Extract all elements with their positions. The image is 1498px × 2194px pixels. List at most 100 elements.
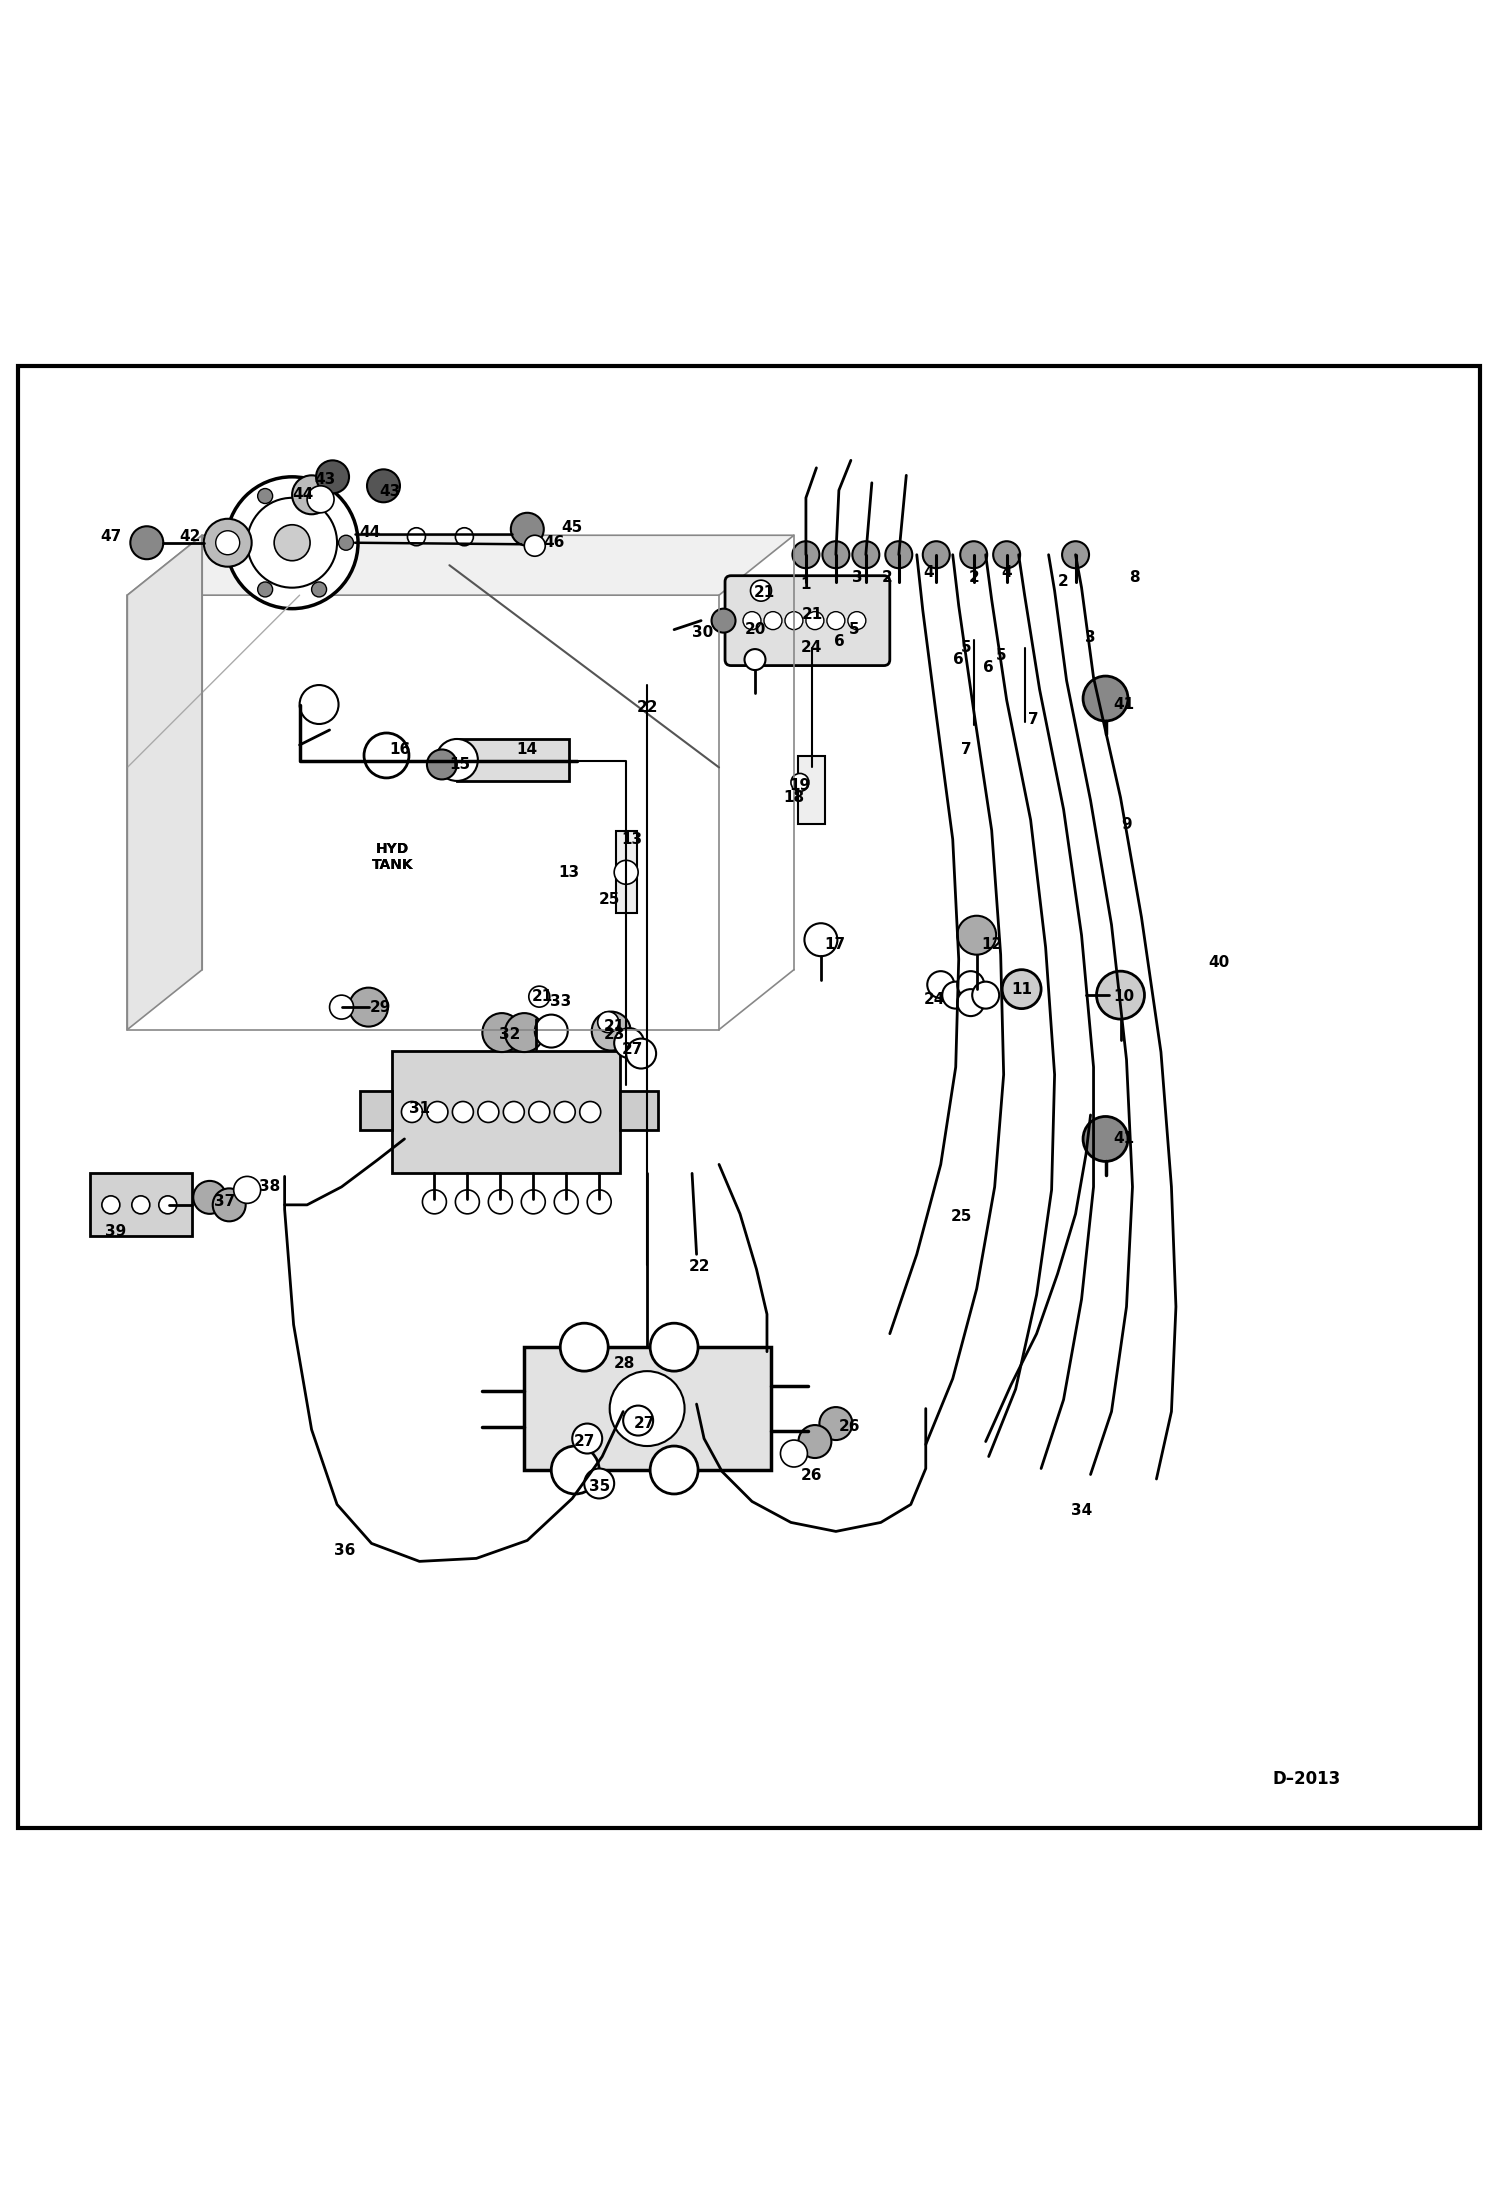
Circle shape [422, 1189, 446, 1213]
Text: 33: 33 [550, 994, 571, 1009]
Text: 6: 6 [833, 634, 845, 649]
Circle shape [957, 915, 996, 954]
Circle shape [535, 1014, 568, 1047]
Circle shape [524, 535, 545, 557]
Circle shape [791, 774, 809, 792]
Circle shape [330, 996, 354, 1018]
Circle shape [923, 542, 950, 568]
Circle shape [247, 498, 337, 588]
Text: 44: 44 [360, 524, 380, 540]
Circle shape [798, 1426, 831, 1459]
Bar [616, 832, 637, 913]
Circle shape [852, 542, 879, 568]
Circle shape [455, 1189, 479, 1213]
Text: 34: 34 [1071, 1503, 1092, 1518]
Circle shape [785, 612, 803, 630]
Text: 11: 11 [1011, 981, 1032, 996]
Text: 2: 2 [1058, 575, 1070, 590]
Text: 28: 28 [614, 1356, 635, 1371]
Circle shape [792, 542, 819, 568]
Bar [90, 1174, 192, 1235]
Text: 14: 14 [517, 742, 538, 757]
Circle shape [827, 612, 845, 630]
Circle shape [258, 581, 273, 597]
Circle shape [580, 1101, 601, 1123]
Polygon shape [127, 535, 794, 595]
Circle shape [292, 476, 331, 513]
Circle shape [1062, 542, 1089, 568]
Text: 22: 22 [689, 1259, 710, 1275]
Circle shape [584, 1468, 614, 1499]
Circle shape [1097, 972, 1144, 1018]
Text: 8: 8 [1128, 570, 1140, 584]
Circle shape [1083, 1117, 1128, 1161]
Text: 6: 6 [953, 652, 965, 667]
Circle shape [455, 529, 473, 546]
Circle shape [750, 579, 771, 601]
Text: 30: 30 [692, 625, 713, 641]
Circle shape [712, 608, 736, 632]
Text: 21: 21 [753, 584, 774, 599]
Circle shape [427, 1101, 448, 1123]
Text: 29: 29 [370, 1000, 391, 1014]
Text: 24: 24 [924, 992, 945, 1007]
Circle shape [804, 924, 837, 957]
Circle shape [822, 542, 849, 568]
Text: 25: 25 [599, 891, 620, 906]
Text: 17: 17 [824, 937, 845, 952]
Circle shape [806, 612, 824, 630]
Text: 12: 12 [981, 937, 1002, 952]
Circle shape [764, 612, 782, 630]
Text: 5: 5 [960, 641, 972, 656]
Text: 3: 3 [1085, 630, 1097, 645]
Circle shape [626, 1038, 656, 1068]
Circle shape [554, 1189, 578, 1213]
Text: 22: 22 [637, 700, 658, 715]
Text: 41: 41 [1113, 698, 1134, 713]
Circle shape [132, 1196, 150, 1213]
Text: 2: 2 [968, 570, 980, 584]
Text: 19: 19 [789, 779, 810, 792]
Circle shape [780, 1439, 807, 1468]
Circle shape [193, 1180, 226, 1213]
Text: 44: 44 [292, 487, 313, 502]
Circle shape [819, 1406, 852, 1439]
Circle shape [204, 518, 252, 566]
Text: 27: 27 [622, 1042, 643, 1058]
Circle shape [452, 1101, 473, 1123]
Text: 38: 38 [259, 1180, 280, 1194]
Circle shape [488, 1189, 512, 1213]
Circle shape [312, 489, 327, 505]
Text: 6: 6 [983, 660, 995, 674]
Bar [523, 1347, 770, 1470]
Text: 46: 46 [544, 535, 565, 551]
Text: 32: 32 [499, 1027, 520, 1042]
Text: 26: 26 [839, 1420, 860, 1435]
Text: 31: 31 [409, 1101, 430, 1117]
Circle shape [216, 531, 240, 555]
Circle shape [102, 1196, 120, 1213]
Circle shape [159, 1196, 177, 1213]
Text: 7: 7 [1028, 713, 1040, 726]
Text: HYD
TANK: HYD TANK [372, 842, 413, 873]
Circle shape [960, 542, 987, 568]
Circle shape [598, 1011, 619, 1033]
Text: 23: 23 [604, 1027, 625, 1042]
Text: 37: 37 [214, 1194, 235, 1209]
Circle shape [349, 987, 388, 1027]
Circle shape [436, 739, 478, 781]
Circle shape [364, 733, 409, 779]
Text: D–2013: D–2013 [1272, 1771, 1341, 1788]
FancyBboxPatch shape [725, 575, 890, 665]
Circle shape [258, 489, 273, 505]
Text: 36: 36 [334, 1542, 355, 1558]
Circle shape [572, 1424, 602, 1452]
Circle shape [942, 981, 969, 1009]
Circle shape [560, 1323, 608, 1371]
Circle shape [312, 581, 327, 597]
Text: 5: 5 [995, 647, 1007, 663]
Text: 5: 5 [848, 623, 860, 636]
Bar [798, 757, 825, 823]
Text: 13: 13 [559, 864, 580, 880]
Circle shape [401, 1101, 422, 1123]
